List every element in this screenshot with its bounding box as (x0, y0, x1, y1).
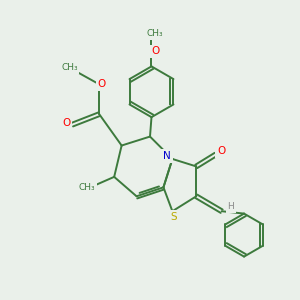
Text: O: O (217, 146, 225, 157)
Text: CH₃: CH₃ (146, 29, 163, 38)
Text: CH₃: CH₃ (79, 183, 96, 192)
Text: O: O (98, 79, 106, 89)
Text: O: O (62, 118, 70, 128)
Text: O: O (152, 46, 160, 56)
Text: S: S (171, 212, 177, 222)
Text: H: H (227, 202, 234, 211)
Text: CH₃: CH₃ (61, 63, 78, 72)
Text: N: N (163, 151, 171, 161)
